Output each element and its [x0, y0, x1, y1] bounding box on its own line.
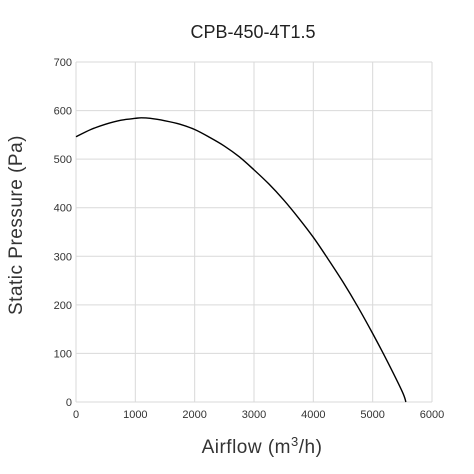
grid — [75, 61, 433, 403]
x-axis-label: Airflow (m3/h) — [202, 434, 323, 458]
y-tick-label: 500 — [54, 154, 72, 166]
x-axis-label-pre: Airflow (m — [202, 437, 291, 458]
y-tick-label: 400 — [54, 203, 72, 215]
chart-title: CPB-450-4T1.5 — [190, 22, 315, 42]
y-tick-label: 100 — [54, 348, 72, 360]
x-tick-label: 5000 — [360, 409, 384, 421]
series-group — [75, 117, 407, 403]
y-tick-label: 600 — [54, 106, 72, 118]
x-tick-label: 0 — [73, 409, 79, 421]
x-axis-label-sup: 3 — [291, 434, 299, 449]
x-tick-label: 6000 — [420, 409, 444, 421]
y-tick-label: 300 — [54, 251, 72, 263]
x-tick-labels: 0 1000 2000 3000 4000 5000 6000 — [73, 409, 444, 421]
y-tick-label: 0 — [66, 397, 72, 409]
x-tick-label: 3000 — [242, 409, 266, 421]
y-axis-label: Static Pressure (Pa) — [6, 135, 27, 315]
x-axis-label-post: /h) — [299, 437, 323, 458]
x-tick-label: 2000 — [182, 409, 206, 421]
x-tick-label: 1000 — [123, 409, 147, 421]
y-tick-labels: 0 100 200 300 400 500 600 700 — [54, 57, 72, 409]
series-line — [75, 117, 407, 403]
y-tick-label: 700 — [54, 57, 72, 69]
y-tick-label: 200 — [54, 300, 72, 312]
x-tick-label: 4000 — [301, 409, 325, 421]
